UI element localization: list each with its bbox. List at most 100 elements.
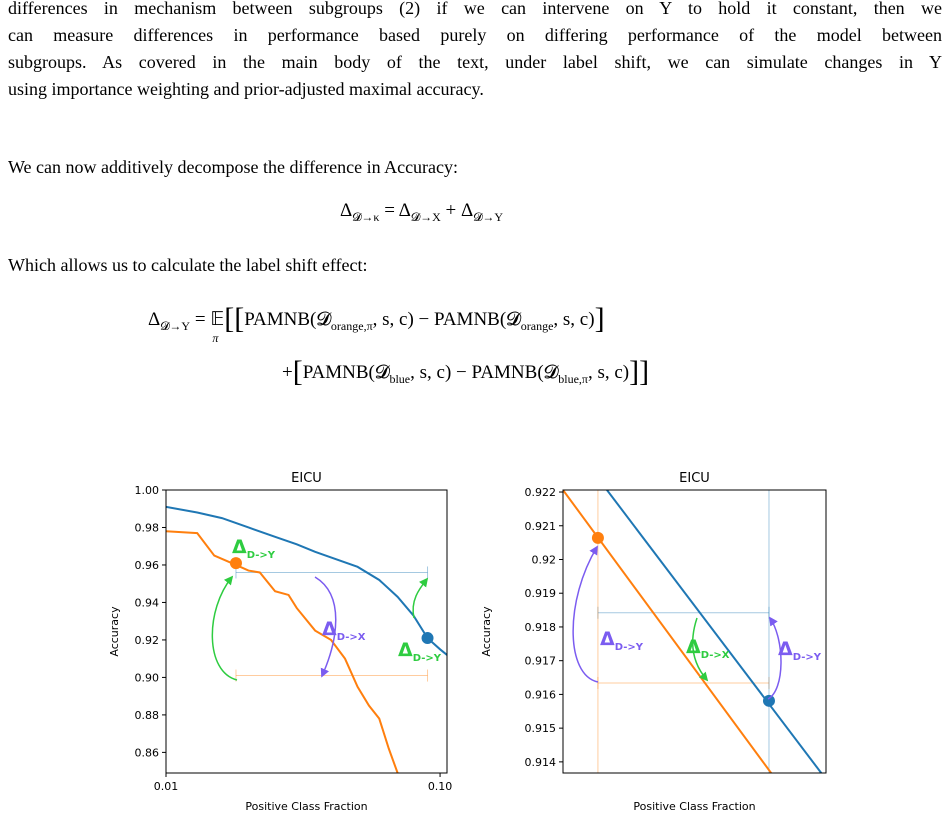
chart-title: EICU — [679, 471, 710, 486]
y-axis-label: Accuracy — [480, 606, 493, 657]
math-text: Δ — [340, 200, 353, 221]
annotation-symbol: Δ — [778, 638, 793, 660]
arrow — [211, 575, 238, 681]
plot-frame — [165, 489, 448, 774]
series-line — [606, 490, 823, 773]
chart-title: EICU — [291, 471, 322, 486]
math-text: + Δ — [440, 200, 474, 221]
bracket: [ — [292, 355, 303, 388]
annotation: ΔD->Y — [778, 638, 822, 663]
y-tick-label: 0.922 — [525, 486, 557, 499]
annotation: ΔD->Y — [600, 628, 644, 653]
y-tick-label: 0.98 — [135, 521, 160, 534]
highlight-point — [591, 531, 604, 544]
text-line: differences in mechanism between subgrou… — [8, 0, 942, 18]
bracket: ] — [594, 302, 605, 335]
math-text: = Δ — [379, 200, 411, 221]
math-text: , s, c) − PAMNB(𝓓 — [372, 309, 521, 330]
annotation: ΔD->Y — [232, 536, 276, 561]
math-text: , s, c) − PAMNB(𝓓 — [410, 362, 559, 383]
bracket: [ — [224, 302, 235, 335]
math-subscript: 𝓓→κ — [352, 210, 380, 224]
y-tick-label: 0.914 — [525, 756, 557, 769]
y-tick-label: 0.917 — [525, 655, 557, 668]
operator-subscript: π — [212, 331, 219, 345]
math-text: Δ — [148, 309, 161, 330]
math-subscript: blue,π — [558, 372, 588, 386]
arrow — [691, 617, 709, 682]
math-subscript: orange,π — [330, 319, 373, 333]
bracket: ] — [639, 355, 650, 388]
annotation-subscript: D->Y — [793, 652, 822, 663]
plot-frame — [562, 489, 827, 774]
series-line — [166, 530, 399, 773]
x-tick-label: 0.01 — [154, 780, 179, 793]
y-tick-label: 0.919 — [525, 587, 557, 600]
annotation-subscript: D->Y — [247, 550, 276, 561]
y-tick-label: 0.921 — [525, 520, 557, 533]
equation: Δ𝓓→κ = Δ𝓓→X + Δ𝓓→Y — [340, 196, 503, 232]
math-subscript: orange — [520, 319, 554, 333]
annotation-symbol: Δ — [398, 639, 413, 661]
text-line: subgroups. As covered in the main body o… — [8, 52, 942, 72]
operator-symbol: 𝔼 — [210, 309, 225, 330]
y-tick-label: 0.88 — [135, 709, 160, 722]
annotation-subscript: D->X — [701, 650, 730, 661]
math-subscript: 𝓓→Y — [160, 319, 191, 333]
highlight-point — [229, 557, 242, 570]
math-subscript: blue — [389, 372, 411, 386]
y-tick-label: 0.90 — [135, 671, 160, 684]
annotation: ΔD->X — [322, 618, 366, 643]
series-line — [563, 490, 772, 773]
math-text: + — [282, 362, 293, 383]
y-tick-label: 0.96 — [135, 559, 160, 572]
y-tick-label: 0.918 — [525, 621, 557, 634]
math-text: , s, c) — [587, 362, 630, 383]
series-line — [166, 505, 447, 656]
paragraph: differences in mechanism between subgrou… — [8, 0, 942, 103]
y-tick-label: 0.916 — [525, 688, 557, 701]
text-line: can measure differences in performance b… — [8, 25, 942, 45]
bracket: ] — [629, 355, 640, 388]
arrow — [767, 616, 782, 700]
arrow — [572, 545, 599, 683]
y-axis-label: Accuracy — [108, 606, 121, 657]
annotation-symbol: Δ — [322, 618, 337, 640]
annotation-symbol: Δ — [600, 628, 615, 650]
y-tick-label: 1.00 — [135, 484, 160, 497]
highlight-point — [421, 632, 434, 645]
y-tick-label: 0.92 — [135, 634, 160, 647]
y-tick-label: 0.94 — [135, 596, 160, 609]
x-axis-label: Positive Class Fraction — [245, 800, 367, 813]
math-text: , s, c) — [553, 309, 595, 330]
x-axis-label: Positive Class Fraction — [633, 800, 755, 813]
plot-area — [166, 505, 447, 773]
annotation: ΔD->Y — [398, 639, 442, 664]
arrows — [211, 545, 782, 700]
annotation-subscript: D->X — [337, 632, 366, 643]
annotation-symbol: Δ — [232, 536, 247, 558]
annotation-subscript: D->Y — [413, 653, 442, 664]
arrow — [412, 577, 429, 619]
math-text: PAMNB(𝓓 — [244, 309, 331, 330]
highlight-point — [762, 694, 775, 707]
paragraph: Which allows us to calculate the label s… — [8, 255, 368, 275]
arrow — [314, 576, 337, 678]
math-text: = — [190, 309, 211, 330]
y-tick-label: 0.915 — [525, 722, 557, 735]
equation-line: +[PAMNB(𝓓blue, s, c) − PAMNB(𝓓blue,π, s,… — [282, 357, 649, 394]
math-text: PAMNB(𝓓 — [302, 362, 390, 383]
math-subscript: 𝓓→Y — [473, 210, 504, 224]
math-subscript: 𝓓→X — [410, 210, 441, 224]
y-tick-label: 0.92 — [532, 553, 557, 566]
text-line: using importance weighting and prior-adj… — [8, 79, 484, 99]
bracket: [ — [234, 302, 245, 335]
paragraph: We can now additively decompose the diff… — [8, 157, 459, 177]
y-tick-label: 0.86 — [135, 746, 160, 759]
x-tick-label: 0.10 — [428, 780, 453, 793]
annotation-subscript: D->Y — [615, 642, 644, 653]
